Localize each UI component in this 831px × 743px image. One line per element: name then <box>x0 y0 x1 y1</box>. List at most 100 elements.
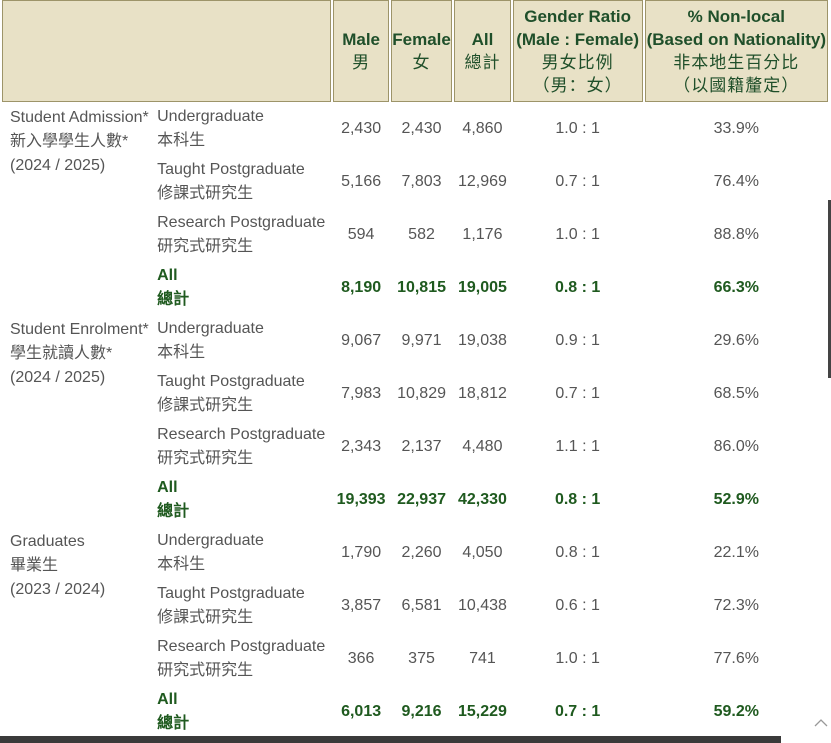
header-gender-ratio: Gender Ratio (Male : Female) 男女比例 （男：女） <box>512 0 643 102</box>
header-male: Male 男 <box>333 0 389 102</box>
ratio-cell: 0.8 : 1 <box>554 278 601 296</box>
level-label: Research Postgraduate 研究式研究生 <box>155 420 331 473</box>
header-male-zh: 男 <box>352 53 371 72</box>
chevron-up-icon-svg <box>814 719 828 727</box>
all-cell: 10,438 <box>457 596 507 614</box>
table-row: Taught Postgraduate 修課式研究生 5,166 7,803 12… <box>2 155 828 208</box>
level-label: All 總計 <box>155 473 331 526</box>
header-all-zh: 總計 <box>464 53 501 72</box>
header-female-zh: 女 <box>412 53 431 72</box>
chevron-up-icon[interactable] <box>811 715 831 735</box>
table-row: Graduates 畢業生 (2023 / 2024) Undergraduat… <box>2 526 828 599</box>
level-label: Taught Postgraduate 修課式研究生 <box>155 367 331 420</box>
all-cell: 741 <box>469 649 496 667</box>
nonlocal-cell: 52.9% <box>713 490 759 508</box>
level-zh: 總計 <box>157 502 190 520</box>
section-year: (2024 / 2025) <box>10 369 106 386</box>
all-cell: 42,330 <box>457 490 507 508</box>
ratio-cell: 1.0 : 1 <box>555 119 600 137</box>
level-label: Undergraduate 本科生 <box>155 526 331 579</box>
all-cell: 12,969 <box>457 172 507 190</box>
nonlocal-cell: 77.6% <box>713 649 759 667</box>
female-cell: 2,137 <box>401 437 442 455</box>
male-cell: 366 <box>347 649 375 667</box>
nonlocal-cell: 68.5% <box>713 384 759 402</box>
level-zh: 修課式研究生 <box>157 396 254 414</box>
level-en: All <box>157 690 178 708</box>
section-label-enrolment: Student Enrolment* 學生就讀人數* (2024 / 2025) <box>2 314 153 526</box>
male-cell: 9,067 <box>341 331 382 349</box>
header-male-en: Male <box>342 30 380 49</box>
section-label-zh: 學生就讀人數* <box>10 345 113 362</box>
female-cell: 10,815 <box>397 278 446 296</box>
ratio-cell: 1.1 : 1 <box>555 437 600 455</box>
table-row-total: All 總計 8,190 10,815 19,005 0.8 : 1 66.3% <box>2 261 828 314</box>
table-row-total: All 總計 19,393 22,937 42,330 0.8 : 1 52.9% <box>2 473 828 526</box>
level-label: All 總計 <box>155 685 331 738</box>
male-cell: 594 <box>347 225 375 243</box>
level-en: Research Postgraduate <box>157 213 326 231</box>
all-cell: 1,176 <box>462 225 503 243</box>
section-label-en: Student Admission* <box>10 109 149 126</box>
header-all-en: All <box>471 30 494 49</box>
table-row: Student Admission* 新入學學生人數* (2024 / 2025… <box>2 102 828 175</box>
level-label: All 總計 <box>155 261 331 314</box>
all-cell: 19,038 <box>457 331 507 349</box>
header-ratio-zh1: 男女比例 <box>541 53 614 72</box>
level-en: Undergraduate <box>157 107 264 125</box>
level-en: Taught Postgraduate <box>157 372 305 390</box>
female-cell: 22,937 <box>397 490 446 508</box>
section-label-zh: 畢業生 <box>10 557 59 574</box>
female-cell: 2,260 <box>401 543 442 561</box>
section-label-en: Student Enrolment* <box>10 321 149 338</box>
level-en: Research Postgraduate <box>157 637 326 655</box>
header-non-local: % Non-local (Based on Nationality) 非本地生百… <box>644 0 828 102</box>
header-ratio-en2: (Male : Female) <box>516 30 640 49</box>
all-cell: 19,005 <box>457 278 507 296</box>
table-row: Research Postgraduate 研究式研究生 366 375 741 … <box>2 632 828 685</box>
level-label: Undergraduate 本科生 <box>155 314 331 367</box>
ratio-cell: 0.9 : 1 <box>555 331 600 349</box>
nonlocal-cell: 59.2% <box>713 702 759 720</box>
table-row: Taught Postgraduate 修課式研究生 7,983 10,829 1… <box>2 367 828 420</box>
nonlocal-cell: 66.3% <box>713 278 759 296</box>
header-all: All 總計 <box>454 0 511 102</box>
all-cell: 4,480 <box>462 437 503 455</box>
horizontal-scrollbar[interactable] <box>0 736 781 743</box>
header-nonlocal-zh1: 非本地生百分比 <box>673 53 800 72</box>
section-year: (2024 / 2025) <box>10 157 106 174</box>
level-en: Taught Postgraduate <box>157 160 305 178</box>
header-nonlocal-en1: % Non-local <box>687 7 785 26</box>
vertical-scrollbar[interactable] <box>828 200 831 378</box>
table-row: Research Postgraduate 研究式研究生 594 582 1,17… <box>2 208 828 261</box>
table-header-row: Male 男 Female 女 All 總計 Gender Ratio (Mal… <box>2 0 828 102</box>
nonlocal-cell: 22.1% <box>713 543 759 561</box>
table-row: Taught Postgraduate 修課式研究生 3,857 6,581 10… <box>2 579 828 632</box>
ratio-cell: 1.0 : 1 <box>555 225 600 243</box>
ratio-cell: 0.8 : 1 <box>555 543 600 561</box>
header-blank-cell <box>2 0 332 102</box>
level-zh: 修課式研究生 <box>157 608 254 626</box>
ratio-cell: 0.7 : 1 <box>555 384 600 402</box>
all-cell: 18,812 <box>457 384 507 402</box>
nonlocal-cell: 88.8% <box>713 225 759 243</box>
female-cell: 582 <box>408 225 435 243</box>
nonlocal-cell: 86.0% <box>713 437 759 455</box>
level-en: All <box>157 478 178 496</box>
level-zh: 總計 <box>157 714 190 732</box>
nonlocal-cell: 29.6% <box>713 331 759 349</box>
level-label: Research Postgraduate 研究式研究生 <box>155 208 331 261</box>
all-cell: 15,229 <box>457 702 507 720</box>
ratio-cell: 0.8 : 1 <box>554 490 601 508</box>
female-cell: 375 <box>408 649 435 667</box>
header-ratio-zh2: （男：女） <box>532 76 623 95</box>
section-label-zh: 新入學學生人數* <box>10 133 129 150</box>
header-ratio-en1: Gender Ratio <box>524 7 631 26</box>
level-zh: 總計 <box>157 290 190 308</box>
male-cell: 6,013 <box>341 702 382 720</box>
section-label-graduates: Graduates 畢業生 (2023 / 2024) <box>2 526 153 738</box>
level-label: Undergraduate 本科生 <box>155 102 331 155</box>
female-cell: 10,829 <box>397 384 446 402</box>
nonlocal-cell: 72.3% <box>713 596 759 614</box>
